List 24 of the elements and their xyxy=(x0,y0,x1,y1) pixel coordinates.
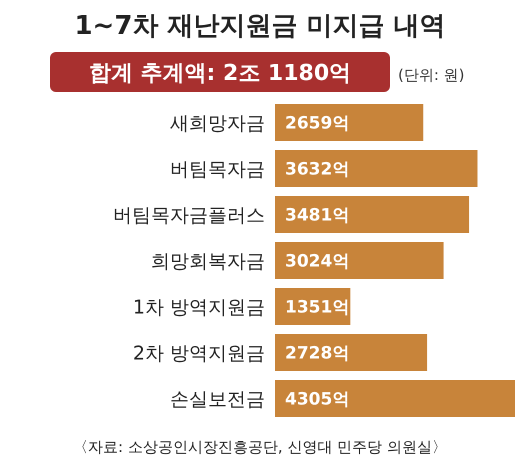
y-tick-label: 버팀목자금 xyxy=(170,158,265,180)
y-tick-label: 버팀목자금플러스 xyxy=(113,204,265,226)
chart-subtitle: 합계 추계액: 2조 1180억 xyxy=(88,61,352,86)
bar xyxy=(275,380,515,417)
data-label: 3024억 xyxy=(285,252,350,272)
y-tick-label: 1차 방역지원금 xyxy=(132,296,265,318)
data-label: 2659억 xyxy=(285,114,350,134)
bar xyxy=(275,104,424,141)
data-label: 2728억 xyxy=(285,344,350,364)
chart-title: 1~7차 재난지원금 미지급 내역 xyxy=(74,11,446,41)
text: (단위: 원) xyxy=(398,66,465,84)
data-label: 3632억 xyxy=(285,160,350,180)
data-label: 1351억 xyxy=(285,298,350,318)
y-tick-label: 2차 방역지원금 xyxy=(132,342,265,364)
bar xyxy=(275,150,478,187)
text: 〈자료: 소상공인시장진흥공단, 신영대 민주당 의원실〉 xyxy=(73,438,447,456)
y-tick-label: 손실보전금 xyxy=(170,388,265,410)
y-tick-label: 새희망자금 xyxy=(170,112,265,134)
bar xyxy=(275,196,470,233)
bar xyxy=(275,334,428,371)
bar xyxy=(275,242,444,279)
y-tick-label: 희망회복자금 xyxy=(151,250,265,272)
data-label: 3481억 xyxy=(285,206,350,226)
data-label: 4305억 xyxy=(285,390,350,410)
